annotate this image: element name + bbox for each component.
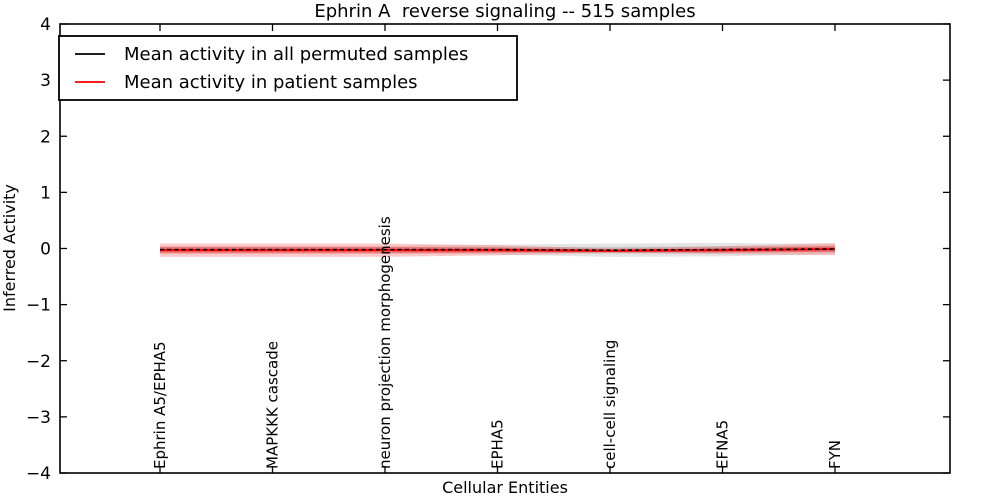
x-tick-label: EPHA5 (489, 419, 507, 469)
legend: Mean activity in all permuted samples Me… (58, 35, 518, 101)
y-tick-label: 2 (40, 127, 51, 147)
plot-area: 4 3 2 1 0 −1 −2 −3 −4 Ephrin A5/EPHA5 MAPKKK casca… (26, 15, 950, 484)
y-tick-label: −1 (26, 296, 51, 316)
legend-box (58, 35, 518, 101)
y-tick-label: 3 (40, 71, 51, 91)
x-tick-label: Ephrin A5/EPHA5 (151, 341, 169, 469)
x-tick-label: EFNA5 (714, 420, 732, 469)
legend-label-patient: Mean activity in patient samples (124, 72, 418, 93)
x-axis-label: Cellular Entities (442, 478, 568, 497)
y-tick-label: −4 (26, 464, 51, 484)
legend-label-permuted: Mean activity in all permuted samples (124, 44, 468, 65)
x-tick-label: neuron projection morphogenesis (376, 216, 394, 469)
y-tick-label: −3 (26, 408, 51, 428)
x-tick-label: FYN (826, 440, 844, 469)
permuted-mean-line (160, 248, 836, 251)
chart-title: Ephrin A reverse signaling -- 515 sample… (314, 1, 695, 22)
y-tick-label: −2 (26, 352, 51, 372)
y-tick-label: 0 (40, 240, 51, 260)
y-axis-label: Inferred Activity (0, 184, 19, 312)
x-tick-label: cell-cell signaling (601, 340, 619, 469)
y-tick-label: 4 (40, 15, 51, 35)
y-tick-label: 1 (40, 183, 51, 203)
x-tick-label: MAPKKK cascade (264, 341, 282, 469)
